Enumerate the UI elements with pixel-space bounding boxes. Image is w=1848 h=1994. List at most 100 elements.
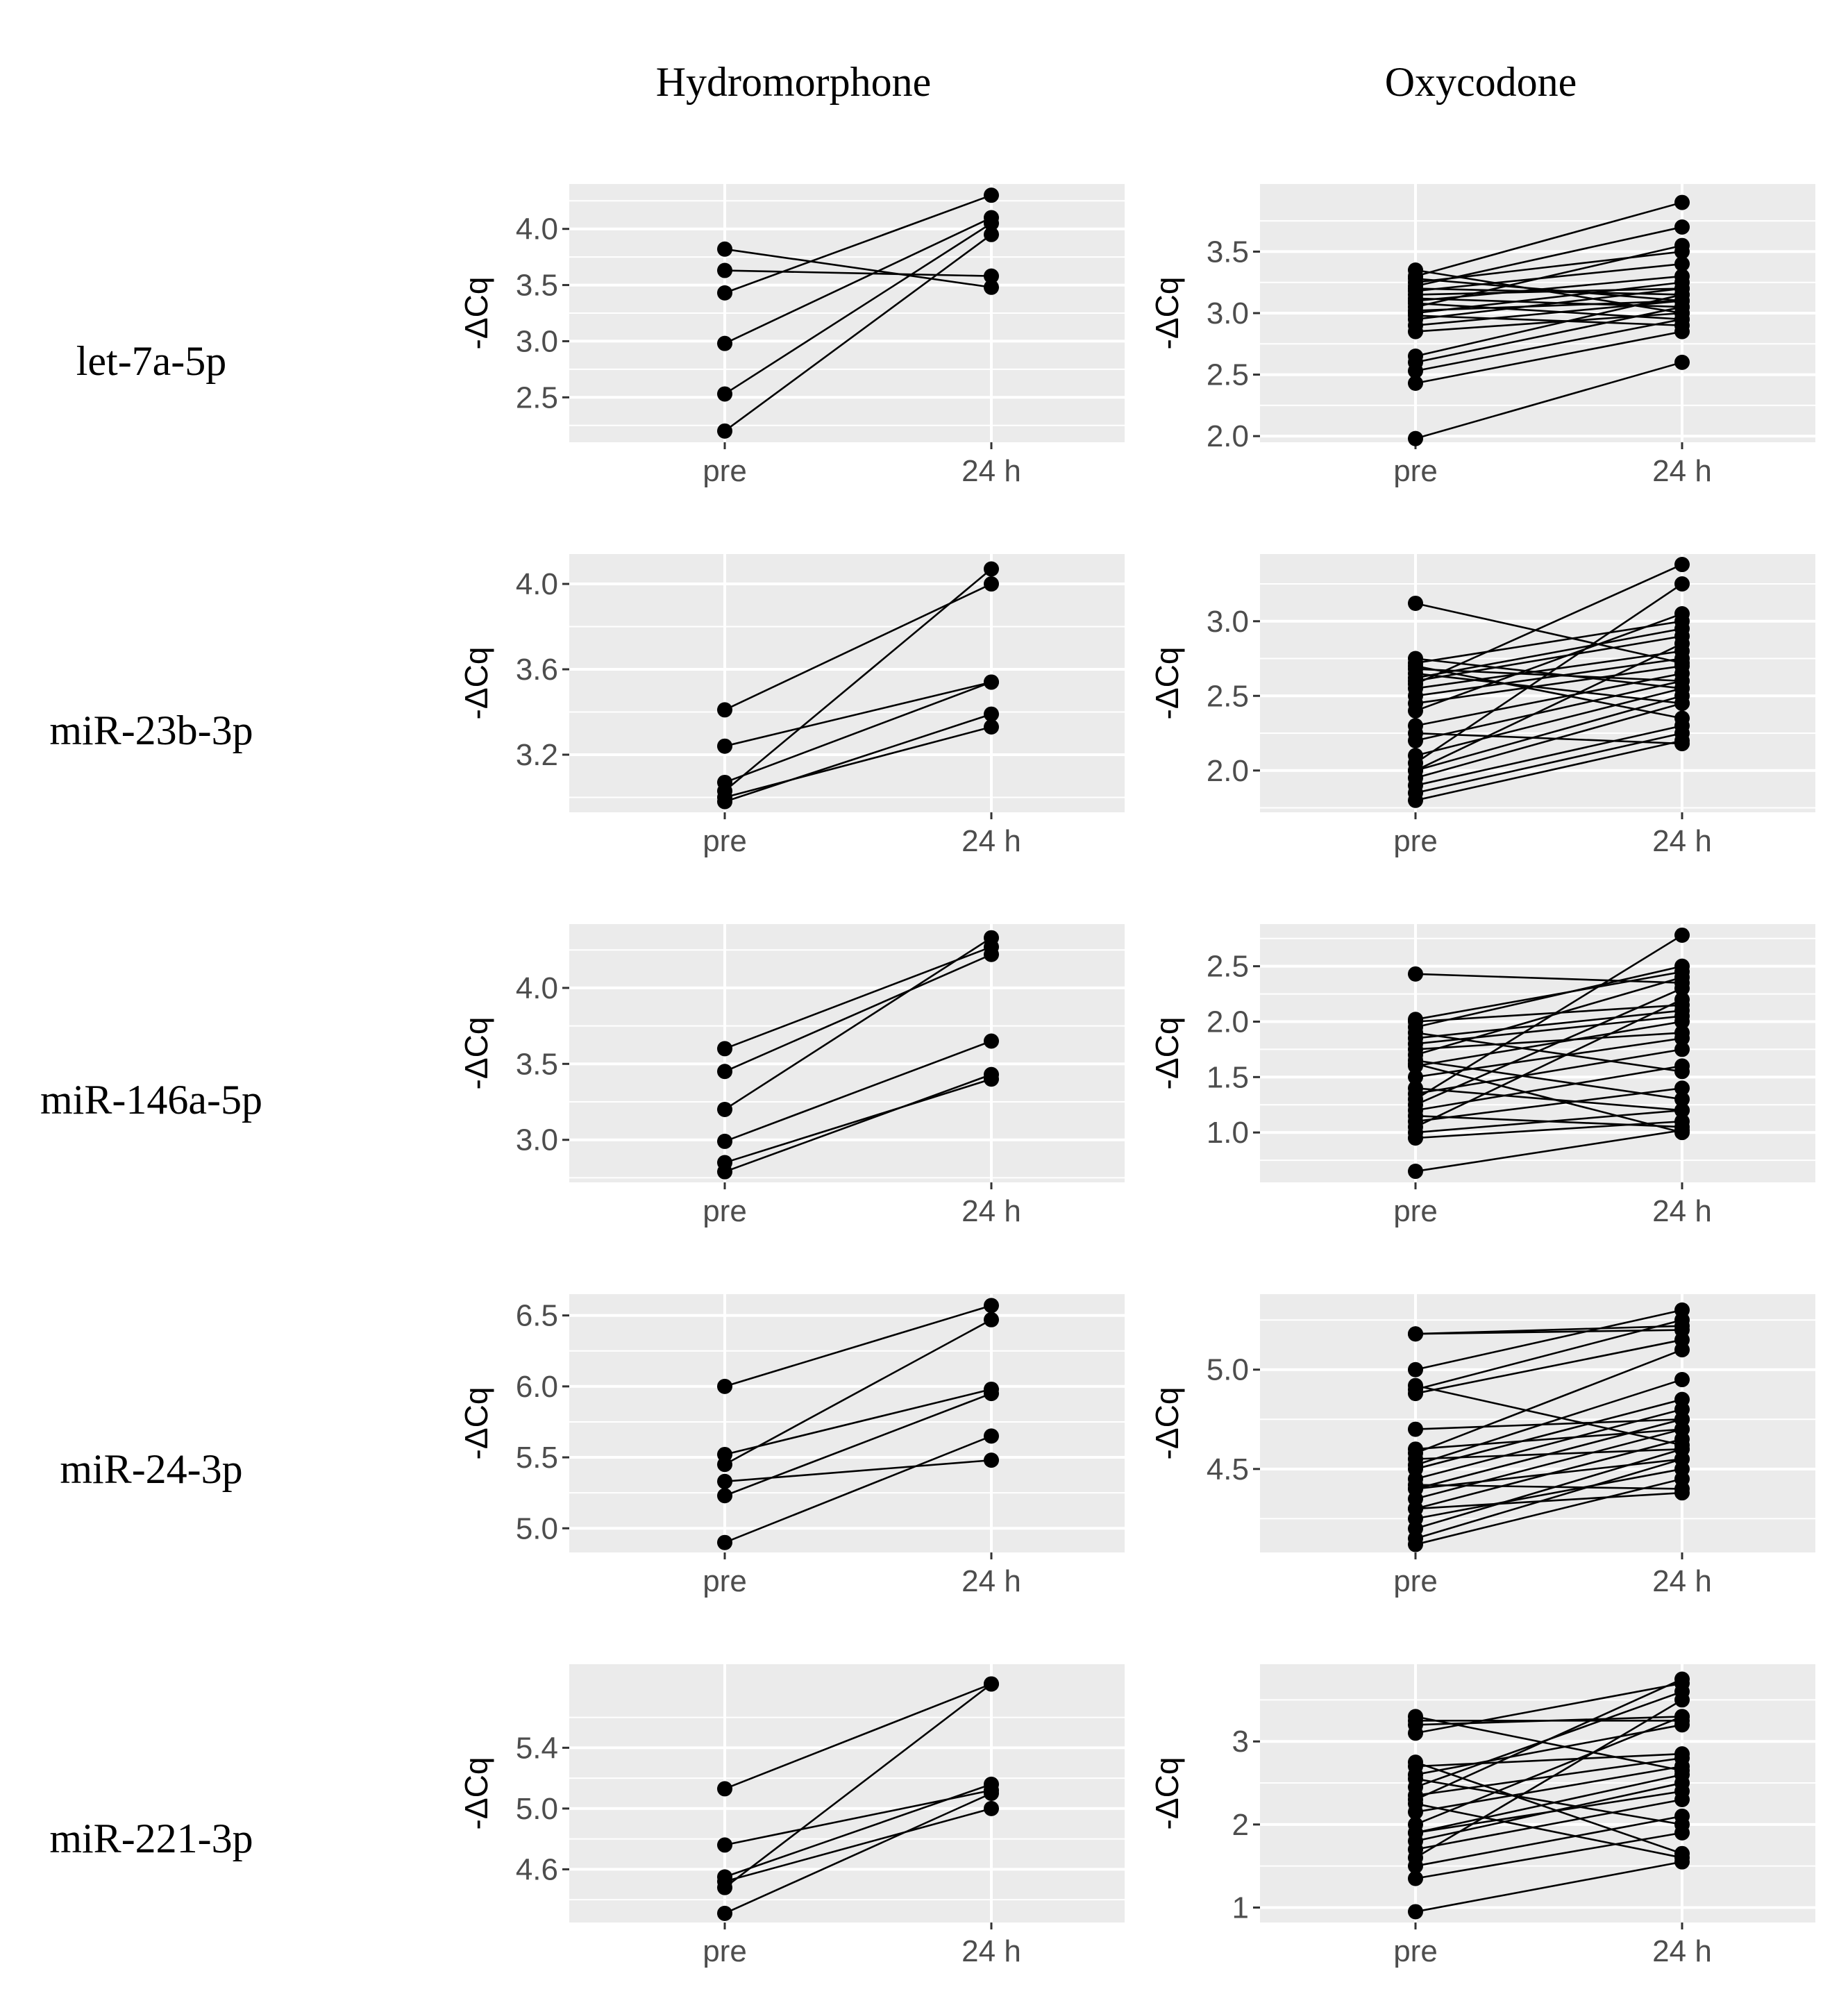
data-point-24h bbox=[1674, 1845, 1690, 1861]
panel-mir-221-3p-oxycodone: 1 2 3 pre 24 h -ΔCq bbox=[1149, 1664, 1815, 1968]
x-tick-label: 24 h bbox=[1652, 824, 1712, 858]
subject-line bbox=[1415, 1428, 1683, 1450]
y-tick-label: 3.5 bbox=[516, 1047, 558, 1081]
y-axis-title: -ΔCq bbox=[458, 1387, 494, 1460]
y-tick-label: 2.0 bbox=[1207, 754, 1249, 788]
y-axis-title: -ΔCq bbox=[1149, 1017, 1185, 1090]
y-tick-label: 3 bbox=[1232, 1725, 1249, 1759]
data-point-24h bbox=[1674, 927, 1690, 943]
data-point-pre bbox=[1408, 1791, 1423, 1807]
data-point-24h bbox=[1674, 194, 1690, 210]
subject-line bbox=[1415, 281, 1683, 315]
subject-line bbox=[1415, 269, 1683, 315]
subject-line bbox=[1415, 725, 1683, 787]
subject-line bbox=[724, 269, 992, 277]
subject-line bbox=[1415, 1021, 1683, 1067]
data-point-24h bbox=[984, 226, 999, 242]
data-point-24h bbox=[1674, 557, 1690, 573]
subject-line bbox=[724, 713, 992, 803]
subject-line bbox=[724, 233, 992, 432]
y-tick-label: 2 bbox=[1232, 1808, 1249, 1842]
panel-mir-221-3p-hydromorphone: 4.6 5.0 5.4 pre 24 h -ΔCq bbox=[458, 1664, 1125, 1968]
y-tick-label: 2.0 bbox=[1207, 1005, 1249, 1039]
data-point-pre bbox=[1408, 1441, 1423, 1457]
subject-line bbox=[1415, 201, 1683, 278]
data-point-24h bbox=[1674, 1816, 1690, 1832]
data-point-pre bbox=[1408, 762, 1423, 778]
data-point-24h bbox=[1674, 710, 1690, 726]
subject-line bbox=[1415, 1761, 1683, 1854]
y-tick-label: 5.0 bbox=[516, 1792, 558, 1826]
y-tick-label: 6.0 bbox=[516, 1370, 558, 1404]
data-point-24h bbox=[1674, 1080, 1690, 1096]
subject-line bbox=[1415, 302, 1683, 321]
subject-line bbox=[724, 194, 992, 294]
data-point-24h bbox=[1674, 1671, 1690, 1687]
subject-line bbox=[1415, 1428, 1683, 1500]
data-point-24h bbox=[984, 187, 999, 203]
data-point-24h bbox=[984, 1452, 999, 1468]
data-point-24h bbox=[1674, 1125, 1690, 1141]
y-axis-title: -ΔCq bbox=[1149, 1387, 1185, 1460]
subject-line bbox=[724, 726, 992, 798]
subject-line bbox=[1415, 612, 1683, 712]
subject-line bbox=[1415, 664, 1683, 705]
data-point-24h bbox=[1674, 354, 1690, 370]
subject-line bbox=[1415, 1484, 1683, 1490]
column-title-oxycodone: Oxycodone bbox=[1385, 59, 1577, 105]
panel-mir-146a-5p-hydromorphone: 3.0 3.5 4.0 pre 24 h -ΔCq bbox=[458, 924, 1125, 1228]
data-point-pre bbox=[1408, 1501, 1423, 1517]
data-point-pre bbox=[717, 241, 732, 257]
data-point-24h bbox=[1674, 1763, 1690, 1779]
panel-mir-146a-5p-oxycodone: 1.0 1.5 2.0 2.5 pre 24 h -ΔCq bbox=[1149, 924, 1815, 1228]
subject-line bbox=[1415, 1120, 1683, 1139]
subject-line bbox=[1415, 687, 1683, 757]
subject-line bbox=[1415, 361, 1683, 439]
y-axis-title: -ΔCq bbox=[1149, 277, 1185, 350]
panel-mir-24-3p-oxycodone: 4.5 5.0 pre 24 h -ΔCq bbox=[1149, 1294, 1815, 1598]
subject-line bbox=[724, 953, 992, 1073]
x-tick-label: pre bbox=[703, 1934, 747, 1968]
data-point-pre bbox=[1408, 1080, 1423, 1096]
subject-line bbox=[724, 583, 992, 711]
subject-line bbox=[724, 1789, 992, 1846]
data-point-pre bbox=[717, 1064, 732, 1080]
row-label-mir-221-3p: miR-221-3p bbox=[49, 1816, 253, 1861]
data-point-24h bbox=[1674, 268, 1690, 284]
panel-let-7a-5p-hydromorphone: 2.5 3.0 3.5 4.0 pre 24 h -ΔCq bbox=[458, 184, 1125, 488]
x-tick-label: 24 h bbox=[961, 824, 1021, 858]
subject-line bbox=[1415, 732, 1683, 745]
subject-line bbox=[1415, 1048, 1683, 1095]
subject-line bbox=[1415, 1777, 1683, 1826]
panel-mir-23b-3p-hydromorphone: 3.2 3.6 4.0 pre 24 h -ΔCq bbox=[458, 554, 1125, 858]
y-tick-label: 2.0 bbox=[1207, 419, 1249, 453]
data-point-24h bbox=[1674, 1091, 1690, 1107]
data-point-24h bbox=[1674, 636, 1690, 652]
data-point-24h bbox=[1674, 305, 1690, 321]
data-point-24h bbox=[984, 1676, 999, 1692]
y-tick-label: 4.6 bbox=[516, 1852, 558, 1886]
data-point-24h bbox=[984, 719, 999, 735]
data-point-pre bbox=[717, 1488, 732, 1504]
subject-line bbox=[724, 1388, 992, 1456]
subject-line bbox=[724, 222, 992, 395]
x-tick-label: 24 h bbox=[1652, 1194, 1712, 1228]
data-point-pre bbox=[717, 1133, 732, 1149]
data-point-pre bbox=[1408, 1069, 1423, 1085]
subject-line bbox=[724, 568, 992, 792]
y-axis-title: -ΔCq bbox=[1149, 1757, 1185, 1830]
subject-line bbox=[724, 1459, 992, 1483]
subject-line bbox=[1415, 739, 1683, 802]
row-label-mir-24-3p: miR-24-3p bbox=[60, 1446, 242, 1492]
subject-line bbox=[1415, 635, 1683, 682]
data-point-24h bbox=[984, 1312, 999, 1327]
data-point-pre bbox=[1408, 1091, 1423, 1107]
data-point-24h bbox=[1674, 1372, 1690, 1388]
subject-line bbox=[1415, 650, 1683, 689]
y-tick-label: 5.5 bbox=[516, 1441, 558, 1475]
panel-background bbox=[1260, 1294, 1815, 1552]
x-tick-label: pre bbox=[1393, 1564, 1438, 1598]
subject-line bbox=[724, 1683, 992, 1888]
subject-line bbox=[1415, 1384, 1683, 1446]
